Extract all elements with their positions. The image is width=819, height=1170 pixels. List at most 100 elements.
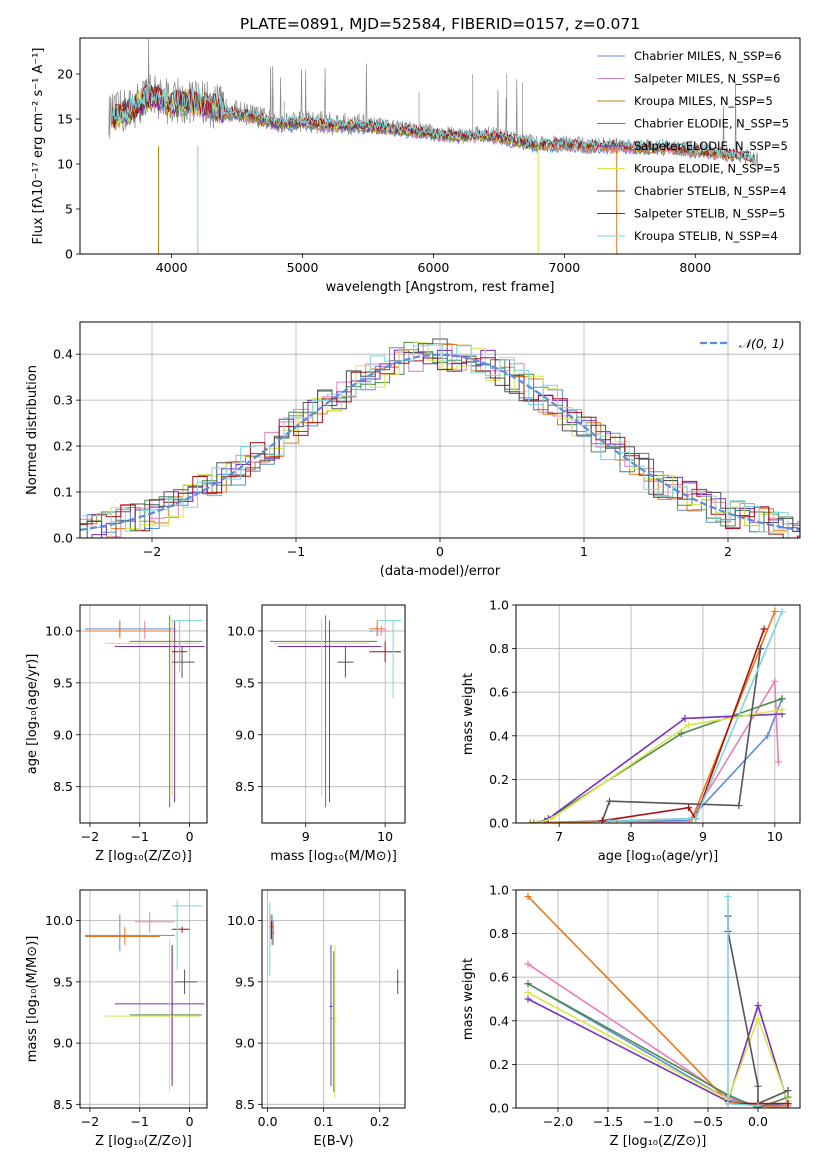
x-tick-label: −1.0 <box>643 1114 673 1129</box>
x-tick-label: 1 <box>580 544 588 559</box>
weight-marker-chabrier_stelib <box>756 645 764 653</box>
plot-area <box>524 893 792 1108</box>
panel-spectrum: 4000 5000 6000 7000 8000 0 5 10 15 20 wavelength [… <box>31 37 801 295</box>
x-tick-label: 8 <box>627 829 635 844</box>
weight-marker-kroupa_elodie <box>548 815 556 823</box>
histogram-orange <box>82 344 800 531</box>
x-tick-label: −1.5 <box>593 1114 623 1129</box>
legend-entry: Kroupa ELODIE, N_SSP=5 <box>634 162 780 176</box>
weight-marker-kroupa_elodie <box>524 988 532 996</box>
weight-marker-salpeter_stelib <box>685 804 693 812</box>
weight-marker-orange <box>526 819 534 823</box>
y-tick-label: 0.0 <box>53 531 73 546</box>
weight-marker-orange <box>771 608 779 616</box>
plot-area <box>108 38 759 254</box>
y-tick-label: 0.4 <box>53 347 73 362</box>
weight-marker-chabrier_stelib <box>605 797 613 805</box>
y-tick-label: 9.5 <box>235 974 255 989</box>
weight-marker-kroupa_stelib <box>724 893 732 901</box>
x-tick-label: 4000 <box>156 260 188 275</box>
legend-entry: Chabrier ELODIE, N_SSP=5 <box>634 117 789 131</box>
y-axis-label: mass weight <box>461 673 476 755</box>
y-axis-label: Flux [fλ10⁻¹⁷ erg cm⁻² s⁻¹ A⁻¹] <box>31 48 46 245</box>
y-axis-label: mass weight <box>461 958 476 1040</box>
y-axis-label: age [log₁₀(age/yr)] <box>25 654 40 775</box>
plot-area <box>80 338 800 538</box>
y-tick-label: 9.5 <box>53 974 73 989</box>
y-tick-label: 9.5 <box>235 675 255 690</box>
y-tick-label: 9.0 <box>235 727 255 742</box>
legend-entry: Salpeter STELIB, N_SSP=5 <box>634 207 785 221</box>
x-axis-label: mass [log₁₀(M/M⊙)] <box>270 849 397 864</box>
x-tick-label: −1 <box>131 829 149 844</box>
weight-line-chabrier_miles <box>527 983 789 1107</box>
x-axis-label: Z [log₁₀(Z/Z⊙)] <box>610 1134 707 1149</box>
y-axis-label: mass [log₁₀(M/M⊙)] <box>25 936 40 1063</box>
weight-marker-kroupa_elodie <box>534 819 542 823</box>
weight-marker-kroupa_stelib <box>605 817 613 823</box>
x-tick-label: 0.2 <box>370 1114 390 1129</box>
legend-entry: Salpeter MILES, N_SSP=6 <box>634 72 780 86</box>
weight-marker-kroupa_stelib <box>754 1102 762 1108</box>
axes-frame <box>79 604 208 824</box>
weight-marker-kroupa_stelib <box>724 1100 732 1108</box>
weight-marker-chabrier_elodie <box>530 819 538 823</box>
y-tick-label: 0.8 <box>489 641 509 656</box>
weight-marker-kroupa_elodie <box>754 1015 762 1023</box>
weight-marker-chabrier_stelib <box>735 802 743 810</box>
y-tick-label: 9.0 <box>53 1036 73 1051</box>
weight-line-kroupa_stelib <box>727 896 759 1107</box>
y-tick-label: 0.4 <box>489 1013 509 1028</box>
y-tick-label: 10.0 <box>45 623 73 638</box>
panel-age_vs_Z: −2 −1 0 8.5 9.0 9.5 10.0 Z [log₁₀(Z/Z⊙)] age [lo… <box>25 604 208 864</box>
weight-marker-salpeter_elodie <box>681 714 689 722</box>
axes-frame <box>79 889 208 1109</box>
axes-frame <box>261 604 406 824</box>
weight-marker-salpeter_miles <box>774 758 782 766</box>
weight-marker-kroupa_elodie <box>778 706 786 714</box>
y-tick-label: 9.5 <box>53 675 73 690</box>
legend: Chabrier MILES, N_SSP=6 Salpeter MILES, N… <box>597 49 789 243</box>
histogram-salpeter_stelib <box>80 357 800 538</box>
x-tick-label: 9 <box>302 829 310 844</box>
y-tick-label: 8.5 <box>235 779 255 794</box>
y-tick-label: 8.5 <box>53 1097 73 1112</box>
x-tick-label: 9 <box>699 829 707 844</box>
x-axis-label: (data-model)/error <box>380 564 501 579</box>
weight-marker-orange <box>524 893 532 901</box>
histogram-chabrier_stelib <box>80 338 800 538</box>
legend-entry: Chabrier MILES, N_SSP=6 <box>634 49 781 63</box>
x-axis-label: age [log₁₀(age/yr)] <box>598 849 719 864</box>
x-tick-label: −2 <box>81 829 99 844</box>
axes-frame <box>261 889 406 1109</box>
panel-mass_weight_vs_Z: −2.0 −1.5 −1.0 −0.5 0.0 0.0 0.2 0.4 0.6 0.8 1.0 Z [… <box>461 883 801 1149</box>
plot-area <box>268 902 399 1099</box>
model-chabrier_stelib <box>112 84 754 161</box>
y-tick-label: 0.1 <box>53 485 73 500</box>
x-tick-label: 0.0 <box>748 1114 768 1129</box>
y-tick-label: 0.3 <box>53 393 73 408</box>
weight-marker-chabrier_stelib <box>754 1082 762 1090</box>
y-tick-label: 0.2 <box>489 772 509 787</box>
legend-entry: Salpeter ELODIE, N_SSP=5 <box>634 139 788 153</box>
histogram-salpeter_elodie <box>80 349 800 538</box>
x-tick-label: 0.0 <box>258 1114 278 1129</box>
weight-line-kroupa_elodie <box>537 708 783 823</box>
plot-area <box>526 608 786 823</box>
y-tick-label: 8.5 <box>53 779 73 794</box>
y-axis-label: Normed distribution <box>25 365 40 495</box>
x-tick-label: 10 <box>767 829 783 844</box>
plot-area <box>84 615 205 808</box>
model-kroupa_stelib <box>112 83 755 162</box>
weight-marker-chabrier_miles <box>764 732 772 740</box>
x-tick-label: 0 <box>186 1114 194 1129</box>
y-tick-label: 8.5 <box>235 1097 255 1112</box>
weight-marker-chabrier_elodie <box>677 730 685 738</box>
legend-entry: Kroupa MILES, N_SSP=5 <box>634 94 773 108</box>
x-tick-label: −1 <box>287 544 305 559</box>
y-tick-label: 10.0 <box>227 913 255 928</box>
y-tick-label: 10 <box>57 157 73 172</box>
y-tick-label: 0.4 <box>489 728 509 743</box>
y-tick-label: 9.0 <box>53 727 73 742</box>
